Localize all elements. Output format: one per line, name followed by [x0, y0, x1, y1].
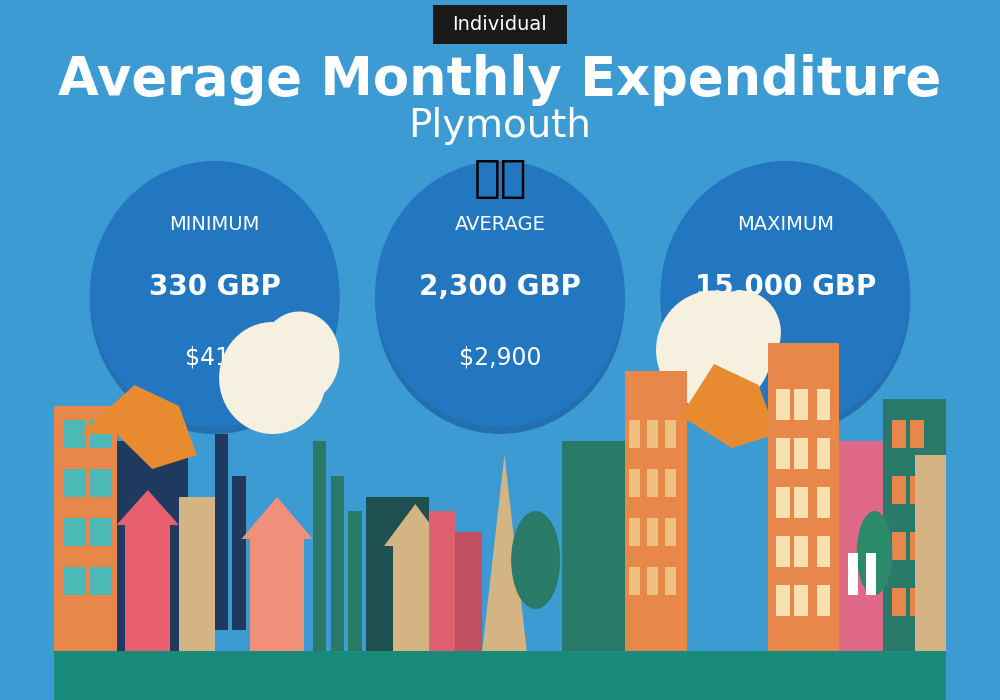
Bar	[794, 438, 808, 469]
Bar	[665, 567, 676, 595]
Bar	[455, 532, 482, 651]
Ellipse shape	[857, 511, 892, 595]
Bar	[794, 486, 808, 518]
Bar	[63, 567, 85, 595]
Polygon shape	[241, 497, 313, 539]
Ellipse shape	[375, 168, 625, 434]
Bar	[629, 567, 640, 595]
Text: 15,000 GBP: 15,000 GBP	[695, 273, 876, 301]
Bar	[776, 486, 790, 518]
FancyBboxPatch shape	[433, 5, 567, 43]
Bar	[429, 511, 455, 651]
Text: Individual: Individual	[453, 15, 547, 34]
Bar	[910, 476, 924, 504]
Bar	[892, 588, 906, 616]
Bar	[817, 389, 830, 420]
Bar	[366, 497, 429, 651]
Text: AVERAGE: AVERAGE	[455, 214, 545, 234]
Bar	[794, 584, 808, 616]
Bar	[629, 469, 640, 497]
Bar	[250, 539, 304, 651]
Bar	[794, 536, 808, 567]
Polygon shape	[482, 455, 527, 651]
Bar	[54, 651, 946, 700]
Text: Plymouth: Plymouth	[409, 107, 591, 145]
Bar	[892, 476, 906, 504]
Bar	[54, 406, 117, 651]
Bar	[910, 532, 924, 560]
Bar	[313, 441, 326, 651]
Ellipse shape	[661, 161, 910, 427]
Ellipse shape	[511, 511, 560, 609]
Bar	[629, 518, 640, 546]
Bar	[817, 438, 830, 469]
Bar	[817, 584, 830, 616]
Bar	[910, 420, 924, 448]
Bar	[647, 567, 658, 595]
Bar	[776, 389, 790, 420]
Ellipse shape	[701, 290, 781, 375]
Bar	[90, 518, 112, 546]
Bar	[331, 476, 344, 651]
Text: 🇬🇧: 🇬🇧	[473, 157, 527, 200]
Bar	[883, 399, 946, 651]
Ellipse shape	[656, 290, 772, 410]
Bar	[892, 532, 906, 560]
Text: 2,300 GBP: 2,300 GBP	[419, 273, 581, 301]
Bar	[647, 469, 658, 497]
Polygon shape	[117, 490, 179, 525]
Polygon shape	[384, 504, 446, 546]
Bar	[776, 584, 790, 616]
Bar	[63, 518, 85, 546]
Ellipse shape	[90, 161, 339, 427]
Bar	[794, 389, 808, 420]
Bar	[768, 343, 839, 651]
Bar	[848, 553, 858, 595]
Bar	[776, 438, 790, 469]
Bar	[90, 567, 112, 595]
Bar	[866, 553, 876, 595]
Bar	[915, 455, 946, 651]
Bar	[90, 420, 112, 448]
Bar	[665, 469, 676, 497]
Ellipse shape	[219, 322, 326, 434]
Bar	[562, 441, 625, 651]
Bar	[647, 420, 658, 448]
Text: 330 GBP: 330 GBP	[149, 273, 281, 301]
Bar	[665, 420, 676, 448]
Bar	[625, 371, 687, 651]
Text: $19,000: $19,000	[737, 345, 834, 369]
Polygon shape	[81, 385, 197, 469]
Bar	[665, 518, 676, 546]
Bar	[817, 486, 830, 518]
Text: Average Monthly Expenditure: Average Monthly Expenditure	[58, 55, 942, 106]
Bar	[776, 536, 790, 567]
Text: MAXIMUM: MAXIMUM	[737, 214, 834, 234]
Bar	[647, 518, 658, 546]
Bar	[125, 525, 170, 651]
Text: $2,900: $2,900	[459, 345, 541, 369]
Ellipse shape	[661, 168, 910, 434]
Ellipse shape	[259, 312, 339, 402]
Ellipse shape	[375, 161, 625, 427]
Bar	[215, 434, 228, 630]
Bar	[892, 420, 906, 448]
Bar	[117, 441, 188, 651]
Bar	[817, 536, 830, 567]
Bar	[63, 420, 85, 448]
Bar	[393, 546, 438, 651]
Text: $410: $410	[185, 345, 245, 369]
Bar	[629, 420, 640, 448]
Text: MINIMUM: MINIMUM	[169, 214, 260, 234]
Bar	[179, 497, 215, 651]
Bar	[90, 469, 112, 497]
Bar	[348, 511, 362, 651]
Polygon shape	[678, 364, 776, 448]
Ellipse shape	[90, 168, 339, 434]
Bar	[839, 441, 883, 651]
Bar	[232, 476, 246, 630]
Bar	[910, 588, 924, 616]
Bar	[63, 469, 85, 497]
